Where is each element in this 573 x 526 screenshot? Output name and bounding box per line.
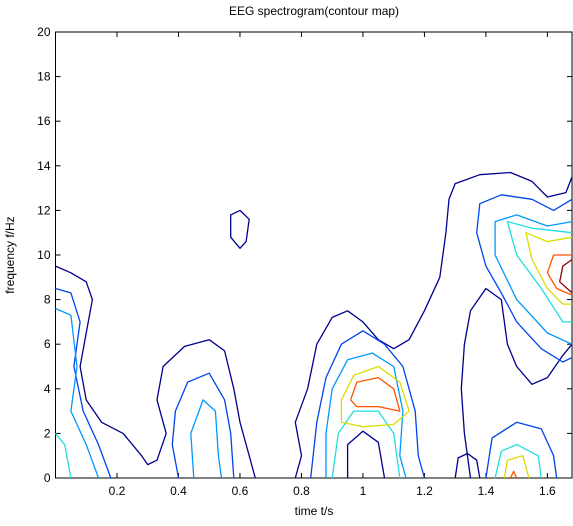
contour-line — [55, 307, 100, 479]
contour-line — [460, 287, 573, 479]
contour-line — [559, 258, 573, 294]
contour-line — [546, 254, 573, 296]
y-tick-label: 6 — [44, 337, 51, 351]
x-tick-label: 1.6 — [539, 484, 556, 498]
y-tick-label: 12 — [37, 203, 51, 217]
x-tick-label: 0.2 — [109, 484, 126, 498]
contour-line — [454, 452, 481, 479]
contour-line — [485, 421, 558, 479]
contour-line — [325, 352, 407, 479]
y-tick-label: 2 — [44, 426, 51, 440]
y-tick-label: 16 — [37, 114, 51, 128]
contour-line — [190, 399, 223, 479]
y-tick-label: 4 — [44, 382, 51, 396]
y-tick-label: 14 — [37, 159, 51, 173]
contour-line — [230, 209, 250, 249]
contour-line — [525, 232, 573, 305]
x-tick-label: 0.4 — [170, 484, 187, 498]
y-tick-label: 10 — [37, 248, 51, 262]
x-tick-label: 1.4 — [478, 484, 495, 498]
y-tick-label: 8 — [44, 293, 51, 307]
contour-line — [503, 455, 530, 479]
contour-line — [340, 365, 410, 428]
y-axis-label: frequency f/Hz — [3, 216, 17, 293]
contour-line — [55, 287, 112, 479]
x-axis-label: time t/s — [295, 504, 334, 518]
contour-line — [294, 171, 573, 479]
contour-line — [331, 410, 401, 479]
x-tick-label: 0.8 — [293, 484, 310, 498]
contour-line — [346, 430, 386, 479]
x-tick-label: 1.2 — [416, 484, 433, 498]
chart-title: EEG spectrogram(contour map) — [229, 4, 399, 18]
y-tick-label: 0 — [44, 471, 51, 485]
contour-line — [476, 194, 573, 363]
contour-line — [509, 470, 518, 479]
contour-line — [506, 220, 573, 323]
x-tick-label: 0.6 — [232, 484, 249, 498]
contour-line — [54, 432, 72, 479]
y-tick-label: 20 — [37, 25, 51, 39]
x-tick-label: 1 — [360, 484, 367, 498]
contour-line — [494, 214, 573, 345]
contour-line — [310, 330, 426, 479]
contour-line — [494, 443, 542, 479]
contour-line — [171, 372, 235, 479]
contour-line — [349, 376, 401, 412]
y-tick-label: 18 — [37, 70, 51, 84]
contour-line — [55, 265, 256, 479]
